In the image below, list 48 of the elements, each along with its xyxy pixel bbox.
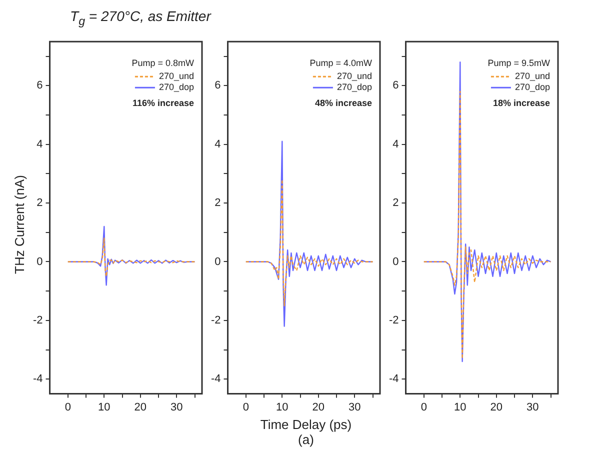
y-tick-label: 6 xyxy=(392,80,399,92)
legend-label: 270_und xyxy=(158,71,194,82)
x-tick-label: 10 xyxy=(98,401,110,414)
y-tick-label: 4 xyxy=(36,138,43,150)
x-tick-label: 10 xyxy=(276,401,288,414)
y-tick-label: -2 xyxy=(211,314,221,326)
annotation: Pump = 9.5mW xyxy=(488,58,550,68)
line-series xyxy=(245,178,374,306)
y-tick-label: -4 xyxy=(33,373,43,386)
y-tick-label: 0 xyxy=(36,256,43,268)
y-tick-label: 0 xyxy=(392,256,399,268)
y-tick-label: -2 xyxy=(389,314,399,326)
y-tick-label: -2 xyxy=(33,314,43,326)
x-tick-label: 20 xyxy=(312,401,325,414)
legend-label: 270_und xyxy=(336,71,372,82)
y-tick-label: 4 xyxy=(392,138,399,150)
annotation: Pump = 4.0mW xyxy=(310,58,372,68)
x-tick-label: 30 xyxy=(170,401,183,414)
y-axis-title: THz Current (nA) xyxy=(12,175,26,274)
annotation: 18% increase xyxy=(492,98,550,108)
x-tick-label: 0 xyxy=(64,401,71,414)
x-tick-label: 0 xyxy=(420,401,427,414)
x-tick-label: 20 xyxy=(490,401,503,414)
y-tick-label: 6 xyxy=(36,80,43,92)
legend-label: 270_dop xyxy=(158,82,194,92)
x-tick-label: 0 xyxy=(242,401,249,414)
annotation: 48% increase xyxy=(314,98,372,108)
x-tick-label: 30 xyxy=(348,401,361,414)
y-tick-label: 2 xyxy=(36,197,43,210)
text: (a) xyxy=(297,432,315,447)
annotation: 116% increase xyxy=(132,98,194,108)
x-axis-title: Time Delay (ps) xyxy=(259,417,353,432)
y-tick-label: 6 xyxy=(214,80,221,92)
legend-label: 270_und xyxy=(514,71,550,82)
y-tick-label: -4 xyxy=(211,373,221,386)
legend-label: 270_dop xyxy=(514,82,550,92)
line-series xyxy=(67,238,196,277)
y-tick-label: 0 xyxy=(214,256,221,268)
chart-title: T$_{g}$ = 270°C, as Emitter xyxy=(70,8,212,30)
y-tick-label: -4 xyxy=(389,373,399,386)
legend-label: 270_dop xyxy=(336,82,372,92)
annotation: Pump = 0.8mW xyxy=(132,58,194,68)
y-tick-label: 2 xyxy=(214,197,221,210)
x-tick-label: 30 xyxy=(526,401,539,414)
y-tick-label: 4 xyxy=(214,138,221,150)
y-tick-label: 2 xyxy=(392,197,399,210)
x-tick-label: 10 xyxy=(454,401,466,414)
x-tick-label: 20 xyxy=(134,401,147,414)
